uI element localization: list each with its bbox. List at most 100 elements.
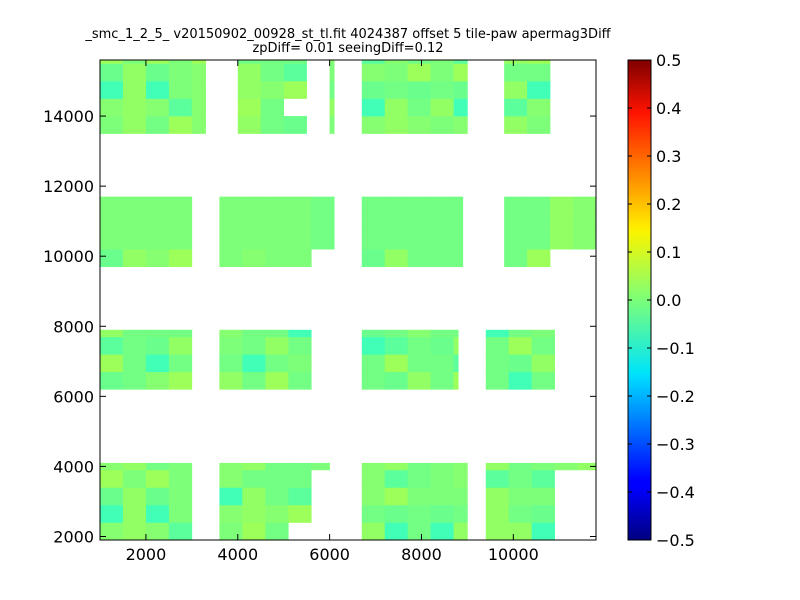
heatmap-cell bbox=[361, 196, 386, 215]
heatmap-cell bbox=[288, 249, 312, 268]
heatmap-cell bbox=[527, 214, 551, 232]
heatmap-cell bbox=[361, 60, 386, 64]
colorbar-tick-label: −0.5 bbox=[656, 531, 695, 550]
heatmap-cell bbox=[430, 196, 454, 215]
heatmap-cell bbox=[311, 462, 330, 471]
heatmap-cell bbox=[430, 462, 454, 471]
heatmap-cell bbox=[311, 231, 335, 250]
heatmap-cell bbox=[554, 462, 578, 471]
heatmap-cell bbox=[100, 231, 124, 250]
heatmap-cell bbox=[407, 329, 431, 338]
chart-title-line-1: _smc_1_2_5_ v20150902_00928_st_tl.fit 40… bbox=[84, 27, 611, 42]
heatmap-cell bbox=[504, 81, 528, 99]
heatmap-cell bbox=[237, 63, 262, 82]
heatmap-cell bbox=[145, 60, 170, 64]
heatmap-cell bbox=[430, 81, 454, 99]
heatmap-cell bbox=[168, 98, 193, 117]
heatmap-cell bbox=[145, 371, 170, 390]
heatmap-cell bbox=[265, 196, 289, 215]
heatmap-cell bbox=[265, 462, 289, 471]
heatmap-cell bbox=[219, 196, 243, 215]
heatmap-cell bbox=[453, 214, 464, 232]
heatmap-cell bbox=[219, 371, 243, 390]
heatmap-cell bbox=[260, 60, 285, 64]
heatmap-cell bbox=[100, 329, 124, 338]
colorbar-tick-label: −0.4 bbox=[656, 483, 695, 502]
heatmap-cell bbox=[504, 196, 528, 215]
heatmap-cell bbox=[384, 522, 409, 541]
heatmap-cell bbox=[361, 354, 386, 373]
heatmap-cell bbox=[329, 60, 335, 64]
colorbar-tick-label: −0.2 bbox=[656, 387, 695, 406]
heatmap-cell bbox=[407, 116, 431, 134]
heatmap-cell bbox=[237, 81, 262, 99]
heatmap-cell bbox=[485, 469, 510, 488]
heatmap-cell bbox=[168, 462, 193, 471]
heatmap-cell bbox=[430, 63, 454, 82]
heatmap-cell bbox=[384, 231, 409, 250]
heatmap-cell bbox=[508, 371, 533, 390]
heatmap-cell bbox=[145, 196, 170, 215]
heatmap-cell bbox=[265, 504, 289, 523]
heatmap-cell bbox=[219, 249, 243, 268]
heatmap-cell bbox=[504, 116, 528, 134]
heatmap-cell bbox=[100, 81, 124, 99]
heatmap-cell bbox=[288, 329, 312, 338]
heatmap-cell bbox=[384, 196, 409, 215]
heatmap-cell bbox=[453, 196, 464, 215]
heatmap-cell bbox=[237, 98, 262, 117]
colorbar-tick-label: 0.2 bbox=[656, 195, 681, 214]
heatmap-cell bbox=[504, 60, 528, 64]
heatmap-cell bbox=[508, 487, 533, 506]
heatmap-cell bbox=[407, 371, 431, 390]
heatmap-cell bbox=[242, 329, 266, 338]
heatmap-cell bbox=[430, 98, 454, 117]
heatmap-cell bbox=[100, 354, 124, 373]
heatmap-cell bbox=[453, 60, 468, 64]
heatmap-cell bbox=[100, 371, 124, 390]
heatmap-cell bbox=[453, 354, 459, 373]
heatmap-cell bbox=[168, 63, 193, 82]
heatmap-cell bbox=[168, 329, 193, 338]
heatmap-cell bbox=[191, 60, 206, 64]
x-tick-label: 8000 bbox=[401, 545, 442, 564]
heatmap-cell bbox=[407, 231, 431, 250]
heatmap-cell bbox=[145, 462, 170, 471]
heatmap-cell bbox=[265, 214, 289, 232]
heatmap-cell bbox=[361, 371, 386, 390]
heatmap-cell bbox=[384, 249, 409, 268]
heatmap-cell bbox=[361, 231, 386, 250]
heatmap-cell bbox=[531, 354, 555, 373]
heatmap-cell bbox=[168, 231, 193, 250]
heatmap-cell bbox=[573, 214, 597, 232]
heatmap-cell bbox=[145, 487, 170, 506]
heatmap-cell bbox=[100, 196, 124, 215]
heatmap-cell bbox=[122, 116, 147, 134]
heatmap-cell bbox=[219, 504, 243, 523]
heatmap-cell bbox=[168, 371, 193, 390]
heatmap-cell bbox=[407, 81, 431, 99]
heatmap-cell bbox=[145, 329, 170, 338]
heatmap-cell bbox=[242, 371, 266, 390]
heatmap-cell bbox=[361, 63, 386, 82]
heatmap-cell bbox=[361, 249, 386, 268]
heatmap-cell bbox=[265, 249, 289, 268]
heatmap-cell bbox=[453, 81, 468, 99]
heatmap-cell bbox=[283, 63, 307, 82]
heatmap-cell bbox=[430, 329, 454, 338]
heatmap-cell bbox=[485, 336, 510, 355]
heatmap-cell bbox=[191, 116, 206, 134]
heatmap-cell bbox=[508, 329, 533, 338]
heatmap-cell bbox=[288, 504, 312, 523]
heatmap-cell bbox=[242, 214, 266, 232]
heatmap-cell bbox=[145, 354, 170, 373]
heatmap-cell bbox=[219, 329, 243, 338]
heatmap-cell bbox=[407, 522, 431, 541]
heatmap-cell bbox=[531, 522, 555, 541]
heatmap-cell bbox=[361, 98, 386, 117]
heatmap-cell bbox=[430, 469, 454, 488]
heatmap-cell bbox=[361, 214, 386, 232]
heatmap-cell bbox=[168, 336, 193, 355]
heatmap-cell bbox=[242, 196, 266, 215]
heatmap-cell bbox=[219, 214, 243, 232]
